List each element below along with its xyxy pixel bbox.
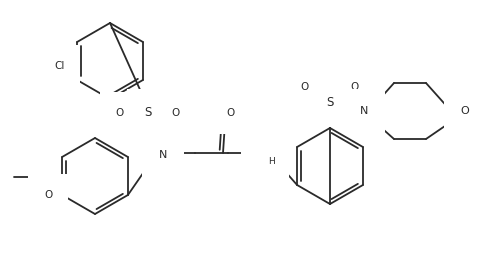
Text: N: N bbox=[360, 106, 368, 116]
Text: Cl: Cl bbox=[54, 61, 64, 71]
Text: S: S bbox=[326, 96, 333, 109]
Text: O: O bbox=[351, 82, 359, 92]
Text: S: S bbox=[144, 107, 152, 120]
Text: O: O bbox=[227, 108, 235, 118]
Text: O: O bbox=[301, 82, 309, 92]
Text: O: O bbox=[172, 108, 180, 118]
Text: O: O bbox=[116, 108, 124, 118]
Text: N: N bbox=[159, 150, 167, 160]
Text: N: N bbox=[258, 150, 266, 160]
Text: O: O bbox=[461, 106, 469, 116]
Text: O: O bbox=[44, 190, 52, 200]
Text: H: H bbox=[269, 157, 275, 166]
